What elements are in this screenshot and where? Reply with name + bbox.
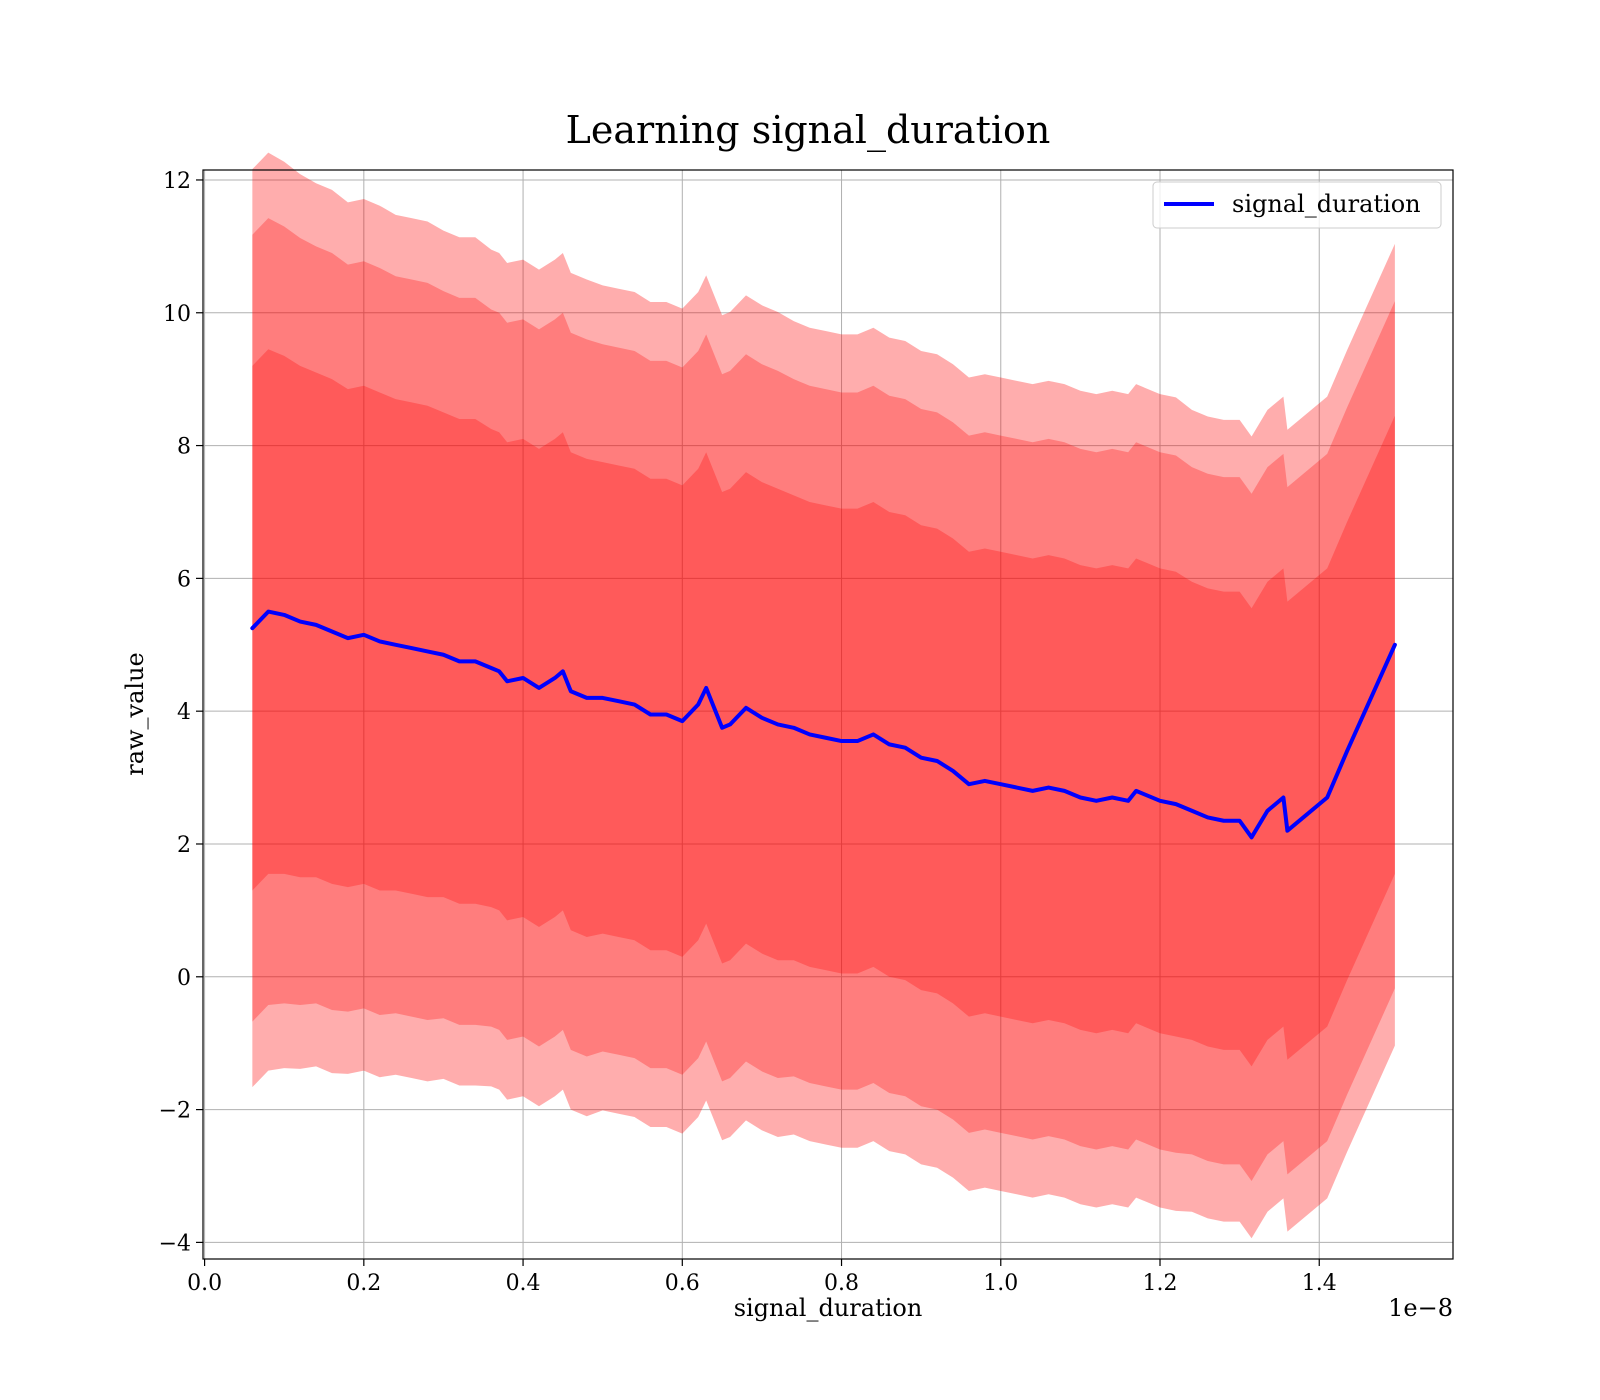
x-axis-offset-label: 1e−8 <box>1388 1294 1453 1322</box>
x-tick-label: 1.2 <box>1143 1271 1178 1296</box>
y-tick-label: 0 <box>177 966 191 991</box>
x-axis-ticks: 0.0 0.2 0.4 0.6 0.8 1.0 1.2 1.4 <box>187 1259 1337 1296</box>
confidence-bands <box>252 152 1395 1239</box>
y-tick-label: 6 <box>177 567 191 592</box>
x-tick-label: 0.8 <box>824 1271 859 1296</box>
x-tick-label: 0.4 <box>506 1271 541 1296</box>
y-axis-label: raw_value <box>121 652 149 776</box>
y-axis-ticks: −4 −2 0 2 4 6 8 10 12 <box>159 169 203 1256</box>
confidence-band-1.5-sigma <box>252 218 1395 1181</box>
plot-frame <box>202 169 1454 1260</box>
confidence-band-1-sigma <box>252 349 1395 1067</box>
x-axis-label: signal_duration <box>734 1294 923 1322</box>
y-tick-label: 2 <box>177 833 191 858</box>
legend: signal_duration <box>1152 181 1442 229</box>
series-lines <box>250 609 1397 840</box>
legend-box <box>1152 181 1442 229</box>
y-tick-label: 8 <box>177 435 191 460</box>
x-tick-label: 1.0 <box>983 1271 1018 1296</box>
x-tick-label: 1.4 <box>1302 1271 1337 1296</box>
x-tick-label: 0.0 <box>187 1271 222 1296</box>
x-tick-label: 0.2 <box>346 1271 381 1296</box>
legend-label-signal-duration: signal_duration <box>1232 190 1421 218</box>
y-tick-label: 12 <box>163 169 191 194</box>
y-tick-label: −2 <box>159 1099 191 1124</box>
chart-title: Learning signal_duration <box>566 108 1051 153</box>
grid-lines <box>203 170 1453 1259</box>
y-tick-label: −4 <box>159 1231 191 1256</box>
x-tick-label: 0.6 <box>665 1271 700 1296</box>
confidence-band-1.75-sigma <box>252 152 1395 1239</box>
series-line-signal-duration <box>250 609 1397 840</box>
y-tick-label: 10 <box>163 302 191 327</box>
y-tick-label: 4 <box>177 700 191 725</box>
